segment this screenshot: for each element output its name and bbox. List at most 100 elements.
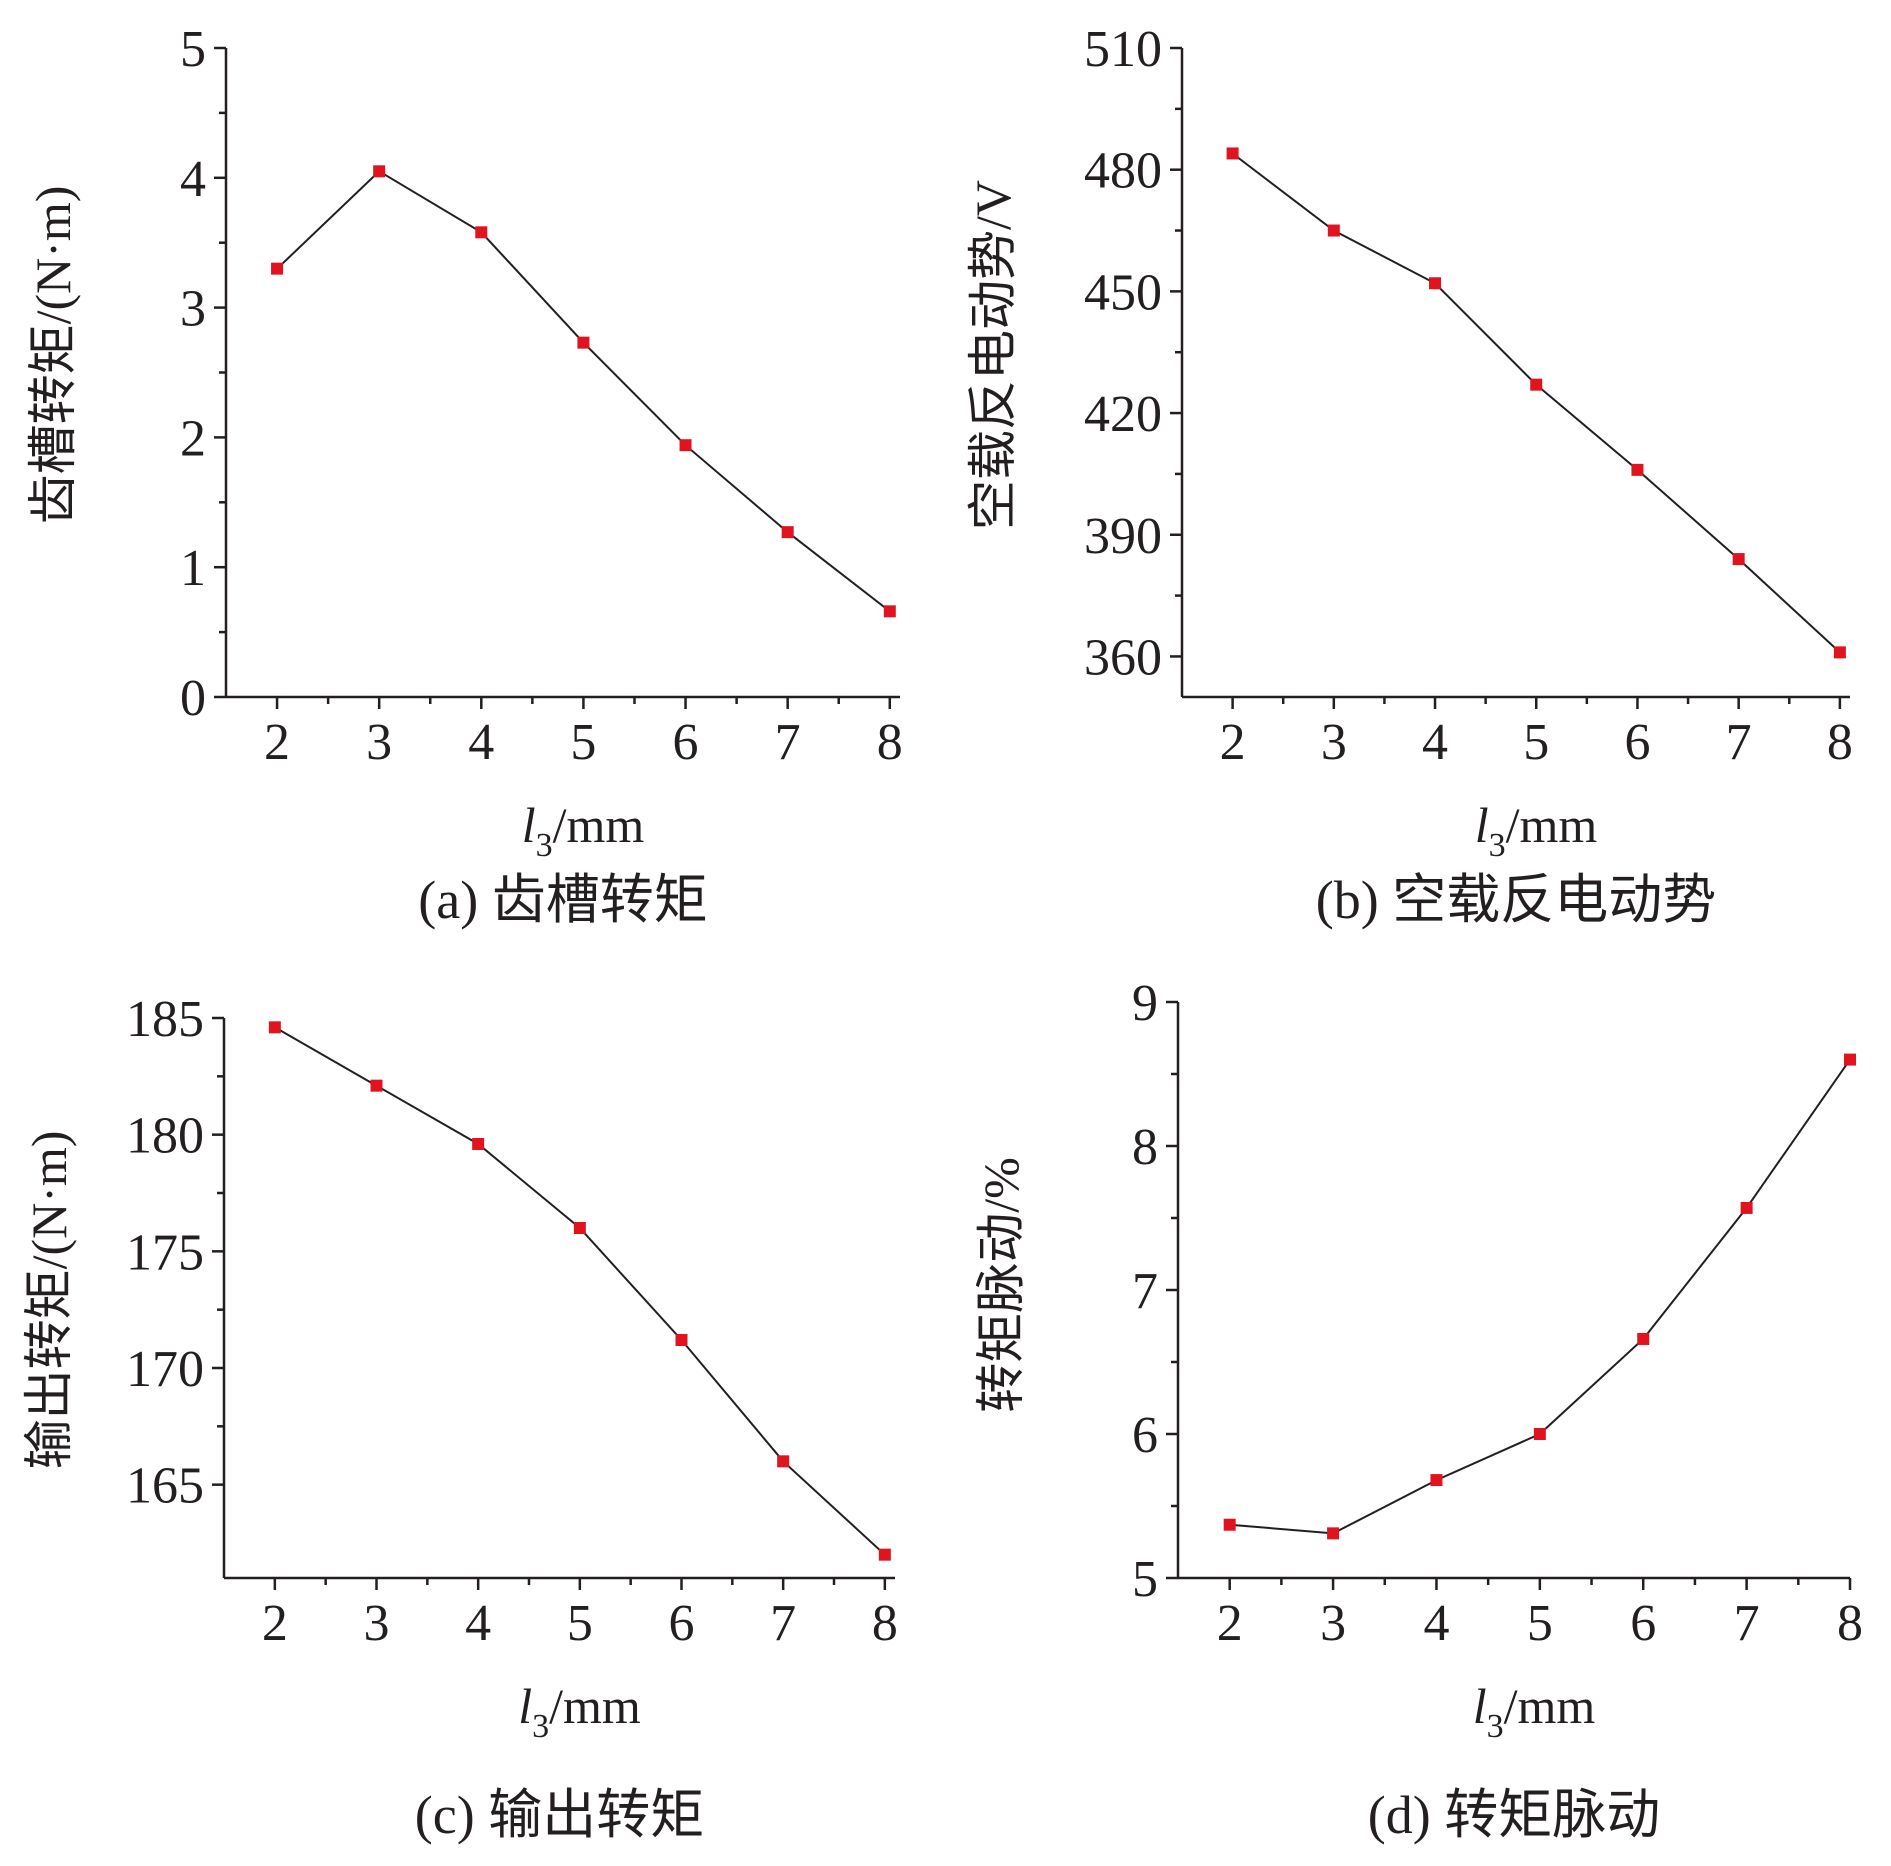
x-axis-label-unit-c: /mm xyxy=(549,1678,641,1734)
x-axis-label-var-d: l xyxy=(1473,1678,1487,1734)
x-tick-label-b: 4 xyxy=(1422,714,1448,771)
x-tick-label-b: 8 xyxy=(1827,714,1853,771)
data-point-d xyxy=(1430,1474,1443,1487)
series-line-d xyxy=(1229,1059,1851,1535)
x-tick-label-a: 4 xyxy=(468,714,494,771)
data-point-d xyxy=(1740,1201,1753,1214)
y-tick-label-c: 170 xyxy=(126,1341,204,1398)
x-axis-label-c: l3/mm xyxy=(518,1678,641,1745)
data-point-d xyxy=(1327,1527,1340,1540)
series-line-c xyxy=(274,1026,886,1556)
y-tick-label-a: 0 xyxy=(180,670,206,727)
x-tick-label-a: 2 xyxy=(264,714,290,771)
x-tick-label-a: 6 xyxy=(673,714,699,771)
data-point-a xyxy=(883,605,896,618)
data-point-a xyxy=(271,262,284,275)
y-tick-label-a: 3 xyxy=(180,281,206,338)
series-line-a xyxy=(276,170,891,613)
x-tick-label-a: 5 xyxy=(570,714,596,771)
y-tick-label-b: 390 xyxy=(1084,508,1162,565)
caption-c: (c) 输出转矩 xyxy=(415,1785,704,1845)
series-line-b xyxy=(1231,152,1841,654)
caption-a: (a) 齿槽转矩 xyxy=(418,870,707,930)
y-tick-label-c: 175 xyxy=(126,1224,204,1281)
data-point-c xyxy=(472,1138,485,1150)
x-axis-label-a: l3/mm xyxy=(522,797,645,864)
data-point-c xyxy=(777,1455,790,1468)
data-point-b xyxy=(1631,463,1644,476)
y-tick-label-b: 450 xyxy=(1084,264,1162,321)
x-tick-label-b: 5 xyxy=(1523,714,1549,771)
y-axis-label-d: 转矩脉动/% xyxy=(973,1157,1029,1413)
x-tick-label-d: 3 xyxy=(1320,1595,1346,1652)
x-axis-label-var-c: l xyxy=(518,1678,532,1734)
y-tick-label-a: 5 xyxy=(180,21,206,78)
x-tick-label-a: 7 xyxy=(775,714,801,771)
x-tick-label-a: 3 xyxy=(366,714,392,771)
y-tick-label-a: 2 xyxy=(180,410,206,467)
x-axis-label-unit-d: /mm xyxy=(1504,1678,1596,1734)
x-axis-label-sub-c: 3 xyxy=(532,1708,549,1745)
data-point-d xyxy=(1844,1053,1856,1066)
x-axis-label-sub-b: 3 xyxy=(1489,827,1506,864)
x-axis-label-sub-d: 3 xyxy=(1487,1708,1504,1745)
caption-d: (d) 转矩脉动 xyxy=(1368,1785,1660,1845)
y-tick-label-d: 7 xyxy=(1132,1263,1158,1320)
y-tick-label-d: 5 xyxy=(1132,1551,1158,1608)
y-axis-label-a: 齿槽转矩/(N·m) xyxy=(25,186,81,525)
caption-b: (b) 空载反电动势 xyxy=(1316,870,1716,930)
data-point-b xyxy=(1530,378,1543,391)
x-tick-label-c: 8 xyxy=(872,1595,898,1652)
x-tick-label-b: 2 xyxy=(1220,714,1246,771)
x-tick-label-d: 7 xyxy=(1734,1595,1760,1652)
y-tick-label-c: 185 xyxy=(126,991,204,1048)
data-point-a xyxy=(577,336,590,349)
y-tick-label-b: 420 xyxy=(1084,386,1162,443)
x-axis-label-b: l3/mm xyxy=(1475,797,1598,864)
data-point-b xyxy=(1429,277,1442,290)
y-tick-label-d: 8 xyxy=(1132,1119,1158,1176)
data-point-c xyxy=(675,1334,688,1346)
y-tick-label-d: 6 xyxy=(1132,1407,1158,1464)
data-point-d xyxy=(1533,1428,1546,1440)
x-tick-label-d: 2 xyxy=(1217,1595,1243,1652)
x-tick-label-a: 8 xyxy=(877,714,903,771)
x-axis-label-d: l3/mm xyxy=(1473,1678,1596,1745)
data-point-c xyxy=(370,1079,383,1092)
y-tick-label-c: 180 xyxy=(126,1108,204,1165)
x-axis-label-var-b: l xyxy=(1475,797,1489,853)
x-tick-label-d: 8 xyxy=(1837,1595,1863,1652)
x-tick-label-d: 4 xyxy=(1423,1595,1449,1652)
data-point-b xyxy=(1327,224,1340,237)
x-axis-label-unit-b: /mm xyxy=(1506,797,1598,853)
data-point-c xyxy=(878,1548,891,1561)
data-point-a xyxy=(373,165,386,178)
x-tick-label-c: 5 xyxy=(567,1595,593,1652)
data-point-d xyxy=(1637,1332,1650,1345)
x-axis-label-var-a: l xyxy=(522,797,536,853)
x-tick-label-b: 7 xyxy=(1726,714,1752,771)
data-point-c xyxy=(268,1021,281,1034)
data-point-a xyxy=(781,526,794,539)
y-axis-label-c: 输出转矩/(N·m) xyxy=(21,1131,77,1470)
data-point-a xyxy=(679,439,692,452)
x-tick-label-c: 6 xyxy=(669,1595,695,1652)
x-tick-label-b: 6 xyxy=(1624,714,1650,771)
x-tick-label-c: 2 xyxy=(262,1595,288,1652)
y-axis-label-b: 空载反电动势/V xyxy=(965,180,1021,530)
x-tick-label-c: 3 xyxy=(364,1595,390,1652)
data-point-d xyxy=(1223,1518,1236,1531)
x-axis-label-sub-a: 3 xyxy=(536,827,553,864)
y-tick-label-a: 1 xyxy=(180,540,206,597)
data-point-c xyxy=(573,1222,586,1234)
data-point-a xyxy=(475,226,488,239)
data-point-b xyxy=(1226,147,1239,160)
y-tick-label-b: 480 xyxy=(1084,143,1162,200)
x-axis-label-unit-a: /mm xyxy=(553,797,645,853)
x-tick-label-c: 4 xyxy=(465,1595,491,1652)
